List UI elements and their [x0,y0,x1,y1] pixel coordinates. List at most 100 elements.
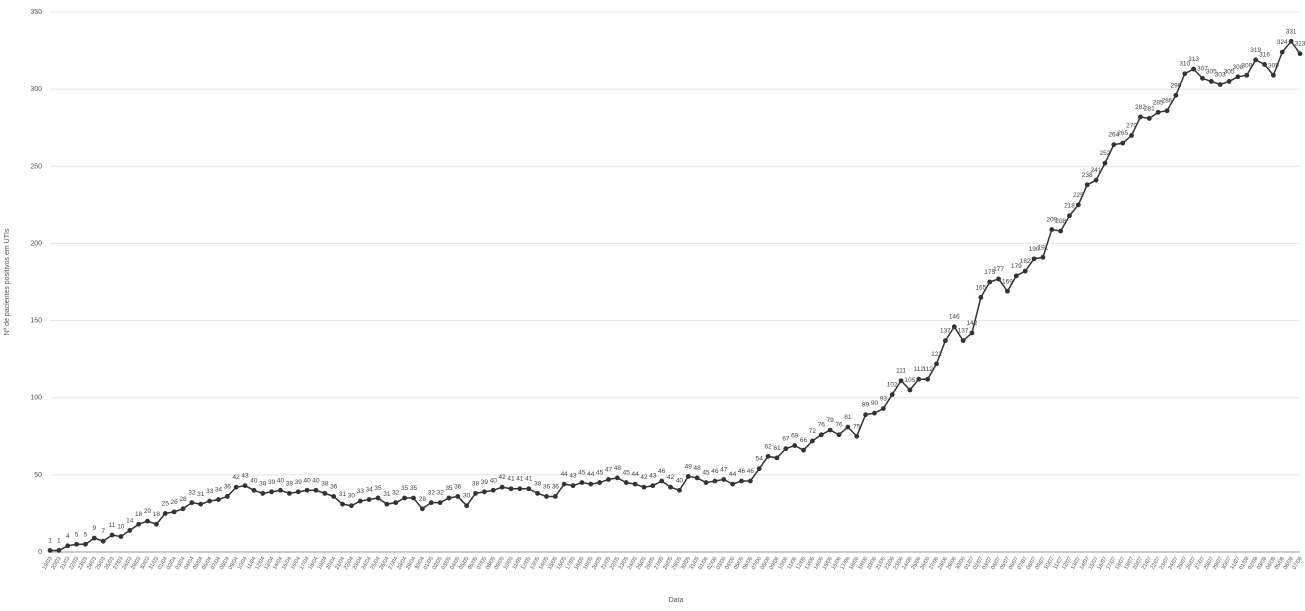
data-point [588,481,594,487]
data-label: 93 [880,396,888,403]
data-label: 36 [543,483,551,490]
data-point [1271,72,1276,78]
data-label: 42 [499,474,507,481]
data-point [127,528,133,533]
data-point [145,518,150,524]
data-point [632,481,638,487]
data-label: 66 [800,437,808,444]
data-point [579,480,585,485]
data-label: 43 [649,473,657,480]
data-label: 208 [1055,218,1066,225]
data-label: 18 [153,511,161,518]
y-tick-label: 0 [38,549,42,556]
data-label: 209 [1046,217,1057,224]
data-label: 1 [57,537,61,544]
data-label: 81 [844,414,852,421]
data-point [224,494,230,499]
data-point [1244,72,1250,78]
data-label: 177 [993,266,1004,273]
data-label: 142 [967,320,978,327]
data-point [783,446,789,452]
data-point [1138,114,1143,120]
data-label: 310 [1179,61,1190,68]
data-point [1262,62,1267,67]
data-label: 5 [75,531,79,538]
data-point [1005,288,1010,294]
data-label: 323 [1295,41,1305,48]
data-point [375,495,381,501]
data-label: 41 [507,476,515,483]
data-label: 179 [1011,263,1022,270]
data-point [730,481,736,487]
data-point [907,387,913,393]
data-label: 40 [303,477,311,484]
data-label: 36 [224,483,232,490]
data-point [180,506,186,512]
data-point [357,498,363,504]
data-label: 32 [428,490,436,497]
data-point [286,490,292,496]
data-label: 313 [1188,56,1199,63]
data-point [260,490,266,496]
data-point [606,477,611,482]
data-point [872,410,877,416]
data-point [535,490,540,496]
data-point [411,495,416,501]
data-label: 44 [587,471,595,478]
data-label: 112 [914,366,925,373]
data-label: 32 [392,490,400,497]
data-label: 41 [516,476,524,483]
data-point [1182,71,1188,77]
data-label: 46 [711,468,719,475]
y-tick-label: 50 [34,472,42,479]
data-label: 18 [135,511,143,518]
y-tick-label: 100 [30,395,42,402]
data-label: 14 [126,517,134,524]
data-point [446,495,452,501]
data-label: 10 [117,524,125,531]
data-label: 296 [1170,82,1181,89]
data-label: 264 [1108,132,1119,139]
data-point [552,494,558,499]
data-label: 30 [463,493,471,500]
data-label: 40 [250,477,258,484]
data-label: 76 [835,422,843,429]
data-label: 265 [1117,130,1128,137]
data-label: 46 [747,468,755,475]
data-point [810,438,815,444]
data-label: 308 [1233,64,1244,71]
data-label: 20 [144,508,152,515]
data-point [845,424,851,430]
data-point [1146,116,1152,121]
data-label: 39 [481,479,489,486]
data-point [597,480,603,485]
data-label: 45 [578,470,586,477]
data-point [428,500,434,506]
data-label: 47 [720,466,728,473]
data-point [207,498,212,504]
data-point [801,447,806,453]
data-label: 47 [605,466,613,473]
y-axis-title: Nº de pacientes positivos em UTIs [4,228,11,335]
data-label: 282 [1135,104,1146,111]
data-point [570,483,576,489]
data-point [1084,182,1090,188]
data-point [349,503,354,509]
data-label: 285 [1153,99,1164,106]
data-point [1288,38,1294,44]
data-label: 38 [286,480,294,487]
data-point [153,521,159,527]
data-label: 305 [1206,68,1217,75]
data-point [242,483,248,489]
data-point [863,412,869,418]
data-label: 169 [1002,278,1013,285]
y-tick-label: 150 [30,318,42,325]
data-label: 270 [1126,122,1137,129]
data-point [1058,228,1064,234]
data-point [996,276,1001,282]
data-point [526,486,532,492]
data-point [1067,213,1072,219]
data-point [1253,57,1259,63]
data-point [47,548,53,553]
